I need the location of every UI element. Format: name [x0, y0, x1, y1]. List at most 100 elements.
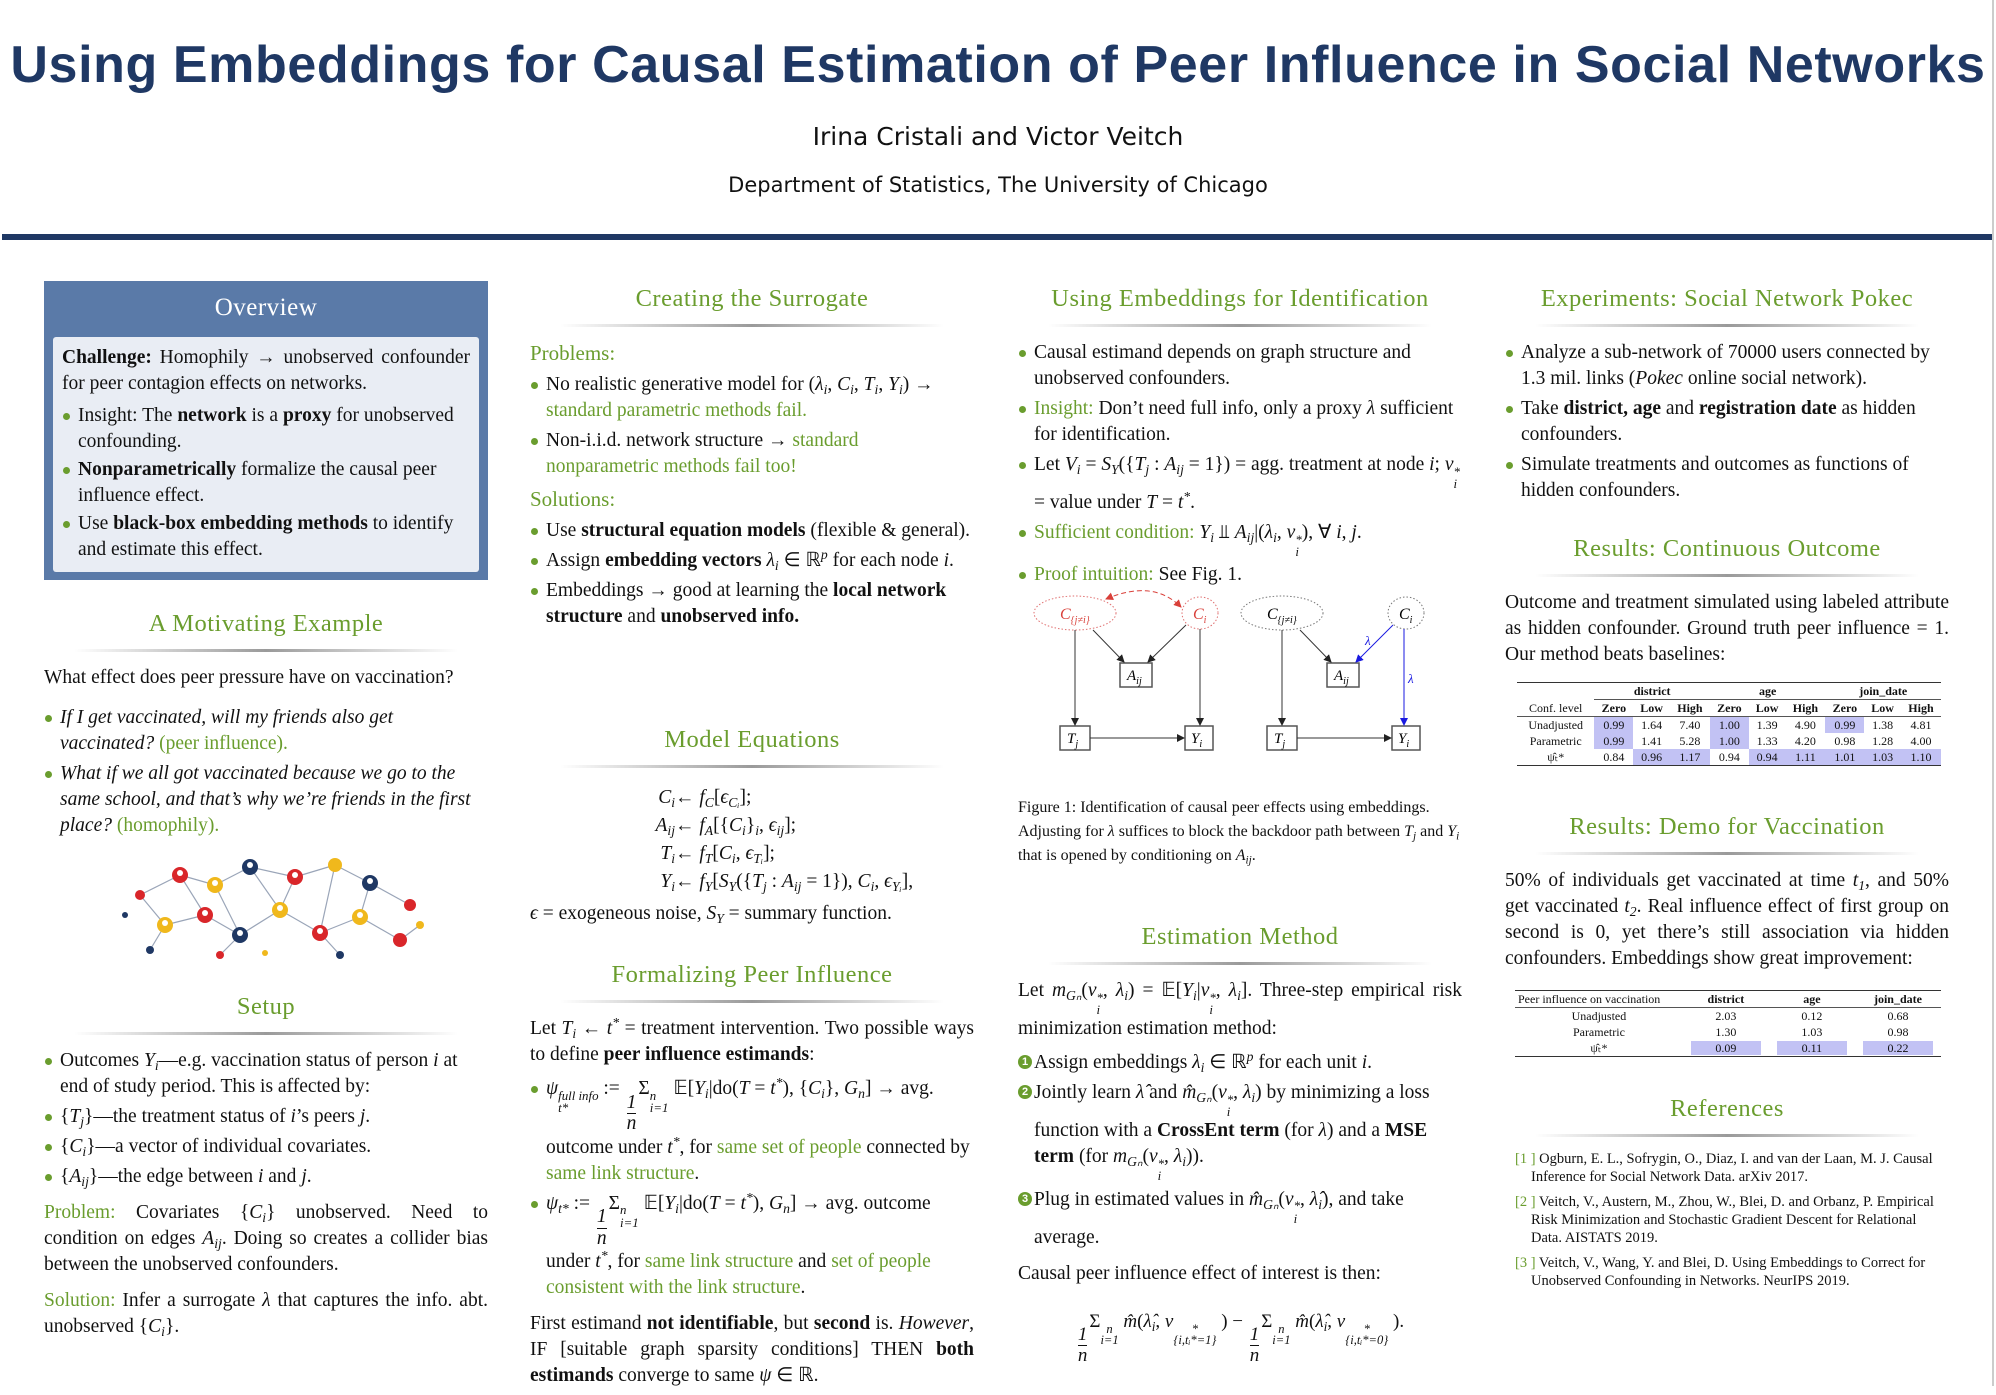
text-segment: m [1051, 980, 1067, 1001]
text-segment: v [1444, 454, 1454, 475]
text-segment: A [69, 1166, 82, 1187]
text-segment: C [729, 815, 743, 836]
node-a: Aij [1126, 668, 1142, 687]
table-cell: 0.98 [1834, 734, 1856, 748]
affiliation: Department of Statistics, The University… [728, 173, 1268, 197]
motivating-intro: What effect does peer pressure have on v… [44, 667, 454, 688]
text-segment: unobserved info. [660, 606, 800, 627]
poster-title: Using Embeddings for Causal Estimation o… [10, 36, 1986, 94]
sub-sup: * i [1454, 465, 1460, 490]
text-segment: sufficient for identification. [1034, 398, 1454, 445]
text-segment: Non-i.i.d. network structure → [546, 430, 793, 451]
text-segment: λ [1192, 1052, 1201, 1074]
superscript: * [1226, 1093, 1234, 1107]
cell-value: 2.03 [1715, 1009, 1737, 1023]
text-segment: λ [1242, 1082, 1252, 1104]
text-segment: ← [675, 843, 700, 864]
text-segment: . [1367, 1052, 1373, 1074]
text-segment: ← [675, 787, 700, 808]
text-segment: that captures the info. abt. unobserved … [44, 1290, 488, 1337]
table-cell: 1.01 [1825, 749, 1865, 766]
text-segment: district, age [1563, 398, 1661, 419]
text-segment: that is opened by conditioning on [1018, 847, 1236, 864]
text-segment: same set of people [716, 1136, 862, 1158]
list-item: Nonparametrically formalize the causal p… [62, 457, 470, 509]
text-segment: S [706, 903, 717, 924]
subscript: {i,tᵢ*=1} [1173, 1333, 1217, 1348]
table-cell: 0.12 [1769, 1008, 1855, 1025]
sub-sup: * {i,tᵢ*=1} [1173, 1322, 1217, 1348]
text-segment: i [1273, 530, 1277, 546]
sub-sup: n i=1 [1272, 1322, 1290, 1348]
table-cell: 0.68 [1855, 1008, 1941, 1025]
text-segment: Σ [1261, 1310, 1273, 1332]
table-cell: 0.94 [1718, 750, 1740, 764]
reference-text: Veitch, V., Austern, M., Zhou, W., Blei,… [1531, 1194, 1934, 1246]
column-header: Low [1864, 699, 1901, 717]
text-segment: ) and a [1326, 1120, 1385, 1142]
node-t: Tj [1067, 731, 1078, 750]
text-segment: , [1215, 980, 1229, 1001]
text-segment: ) by minimizing a loss function with a [1034, 1082, 1430, 1142]
sub-sup: * i [1294, 1200, 1300, 1225]
text-segment: )). [1186, 1146, 1204, 1168]
text-segment: ), ∀ [1301, 522, 1337, 544]
table-cell: 0.94 [1748, 749, 1786, 766]
subscript: i [1157, 1169, 1162, 1184]
text-segment: ({ [736, 871, 753, 892]
overview-box: Overview Challenge: Homophily → unobserv… [44, 281, 488, 580]
text-segment: Sufficient condition: [1034, 522, 1200, 544]
text-segment: not identifiable [646, 1313, 774, 1335]
text-segment: , [1164, 1146, 1174, 1168]
empty-header [1517, 683, 1594, 700]
setup-bullets: Outcomes Yi—e.g. vaccination status of p… [44, 1048, 488, 1190]
demo-results-section: Results: Demo for Vaccination 50% of ind… [1505, 810, 1949, 1057]
text-segment: Σ [1089, 1310, 1101, 1332]
column-header: district [1682, 990, 1769, 1008]
text-segment: , [827, 374, 838, 395]
text-segment: i [1456, 830, 1460, 843]
text-segment: ϵ [768, 815, 777, 836]
text-segment: Gₙ [1263, 1196, 1279, 1212]
text-segment: registration date [1698, 398, 1837, 419]
text-segment: Yᵢ [891, 879, 902, 895]
node-c-others: C{j≠i} [1060, 606, 1090, 626]
text-segment: (for [1074, 1146, 1114, 1168]
node-a: Aij [1333, 668, 1349, 687]
table-cell: 0.84 [1603, 750, 1625, 764]
problems-label: Problems: [530, 341, 616, 365]
cell-value: 0.09 [1690, 1041, 1761, 1055]
text-segment: }, [824, 1078, 845, 1099]
text-segment: Embeddings → good at learning the [546, 580, 834, 601]
list-item: Assign embedding vectors λi ∈ ℝp for eac… [530, 548, 974, 574]
column-header: High [1669, 699, 1710, 717]
estimation-step: 3 Plug in estimated values in m̂Gₙ(v * i, λ… [1018, 1187, 1462, 1251]
text-segment: ← [576, 1018, 607, 1039]
text-segment: ij [1246, 530, 1255, 546]
row-label: Unadjusted [1528, 718, 1584, 732]
text-segment: i [731, 851, 736, 867]
text-segment: n [783, 1200, 790, 1216]
solution-text: Solution: Infer a surrogate λ that captu… [44, 1288, 488, 1340]
text-segment: [ [713, 787, 721, 808]
text-segment: t [740, 1192, 746, 1214]
text-segment: ∈ ℝ [778, 550, 821, 571]
table-cell: 1.03 [1864, 749, 1901, 766]
node-c-others: C{j≠i} [1267, 606, 1297, 626]
table-row: Unadjusted 0.99 1.64 7.40 1.00 1.39 4.90 0.99 1.… [1517, 716, 1941, 733]
text-segment: i [1182, 1154, 1187, 1170]
text-segment: and [793, 1251, 832, 1273]
model-equations: Ci ← fC[ϵCᵢ]; Aij ← fA[{Ci}i, ϵij]; Ti ← f… [580, 785, 974, 895]
text-segment: Y [143, 1050, 155, 1071]
text-segment: , for [679, 1136, 717, 1158]
text-segment: 2 [1629, 904, 1637, 920]
table-cell: 1.03 [1769, 1024, 1855, 1040]
formalizing-intro: Let Ti ← t* = treatment intervention. Tw… [530, 1016, 974, 1068]
section-heading: Creating the Surrogate [530, 282, 974, 327]
cell-value: 0.11 [1776, 1041, 1847, 1055]
text-segment: ψ [546, 1078, 559, 1099]
cell-value: 0.98 [1887, 1025, 1909, 1039]
table-cell: 0.09 [1683, 1040, 1769, 1057]
text-segment: Y [660, 871, 672, 892]
